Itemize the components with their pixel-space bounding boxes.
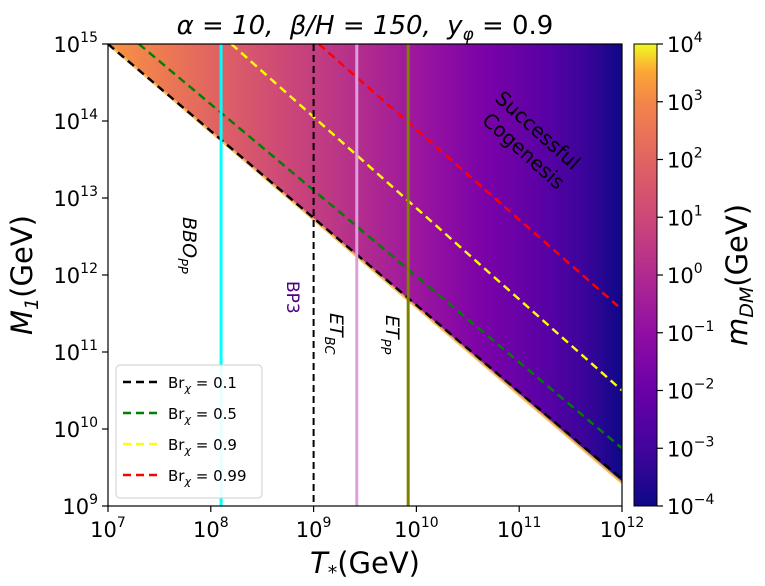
y-tick-label: 1010 [53,415,98,442]
legend-item: Brχ = 0.99 [123,467,247,488]
legend-item: Brχ = 0.5 [123,405,237,426]
colorbar-tick-label: 103 [667,88,703,115]
y-tick-label: 1012 [53,261,98,288]
br-line-1 [138,44,622,450]
colorbar-tick-label: 101 [667,203,703,230]
legend-label: Brχ = 0.9 [168,436,237,457]
legend-label: Brχ = 0.5 [168,405,237,426]
colorbar-tick-label: 10−3 [667,434,714,461]
colorbar-tick-label: 10−1 [667,319,714,346]
x-axis: 107 108 109 1010 1011 1012 [90,506,644,542]
x-tick-label: 1012 [600,515,645,542]
colorbar-tick-label: 10−2 [667,377,714,404]
y-tick-label: 1013 [53,184,98,211]
allowed-region-edge [107,43,623,484]
colorbar-label: mDM(GeV) [720,204,758,346]
y-tick-label: 1011 [53,338,98,365]
br-line-0 [108,44,622,480]
x-axis-label: T*(GeV) [310,546,420,584]
annotation-bp3: BP3 [282,281,302,314]
x-tick-label: 107 [90,515,126,542]
colorbar-bar [633,43,658,507]
y-tick-label: 1015 [53,30,98,57]
y-axis: 109 1010 1011 1012 1013 1014 1015 [53,30,108,519]
y-tick-label: 1014 [53,107,98,134]
br-line-3 [317,44,622,311]
colorbar-tick-label: 10−4 [667,492,714,519]
detector-lines [219,44,410,506]
colorbar: 104 103 102 101 100 10−1 10−2 10−3 10−4 mDM(GeV) [633,30,758,519]
colorbar-tick-label: 104 [667,30,703,57]
colorbar-tick-label: 100 [667,261,703,288]
x-tick-label: 1010 [394,515,439,542]
colorbar-tick-label: 102 [667,146,703,173]
chart-title: α = 10, β/H = 150, yφ = 0.9 [177,11,554,45]
br-line-2 [230,44,622,392]
annotation-et-bc: ETBC [321,313,347,356]
legend-label: Brχ = 0.99 [168,467,247,488]
y-axis-label: M1(GeV) [5,215,43,335]
br-lines [108,44,622,480]
colorbar-ticks: 104 103 102 101 100 10−1 10−2 10−3 10−4 [657,30,714,519]
legend-item: Brχ = 0.9 [123,436,237,457]
x-tick-label: 109 [296,515,332,542]
annotation-bbo: BBOPP [174,217,200,274]
legend: Brχ = 0.1 Brχ = 0.5 Brχ = 0.9 Brχ = 0.99 [115,364,263,499]
x-tick-label: 1011 [497,515,542,542]
x-tick-label: 108 [193,515,229,542]
y-tick-label: 109 [62,492,98,519]
legend-label: Brχ = 0.1 [168,374,237,395]
legend-box [115,364,263,499]
legend-item: Brχ = 0.1 [123,374,237,395]
annotation-et-pp: ETPP [377,315,403,354]
